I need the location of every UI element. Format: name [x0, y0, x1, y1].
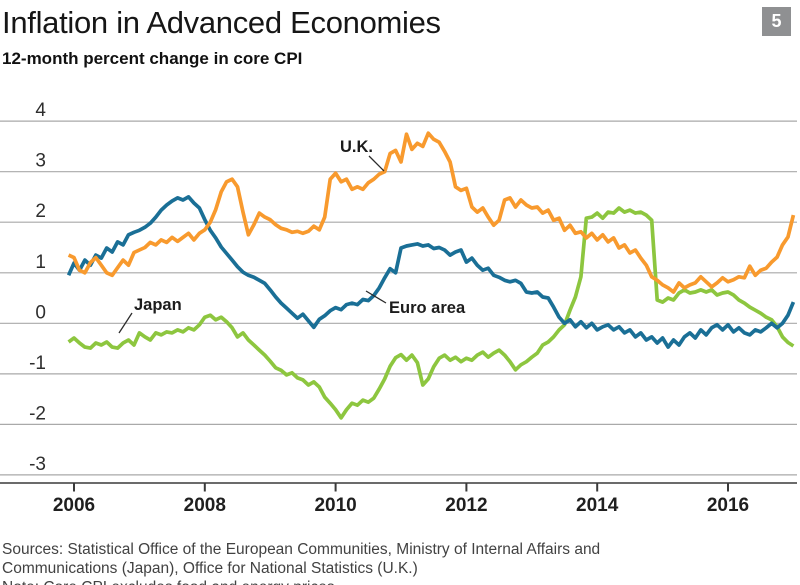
- x-tick-label: 2012: [445, 495, 487, 516]
- series-label: U.K.: [340, 138, 373, 156]
- u-k-line: [67, 131, 796, 294]
- sources-line-2: Communications (Japan), Office for Natio…: [2, 559, 418, 577]
- x-tick-label: 2008: [184, 495, 226, 516]
- sources-line-3-clipped: Note: Core CPI excludes food and energy …: [2, 579, 702, 585]
- series-annotations: U.K. Euro area Japan: [118, 138, 466, 334]
- y-tick-label: 0: [35, 302, 46, 323]
- y-tick-label: -1: [29, 353, 46, 374]
- y-tick-label: 4: [35, 100, 46, 121]
- gridlines: [0, 120, 797, 476]
- x-tick-label: 2010: [314, 495, 356, 516]
- y-tick-label: -2: [29, 403, 46, 424]
- sources-line-1: Sources: Statistical Office of the Europ…: [2, 541, 601, 558]
- y-tick-label: 2: [35, 201, 46, 222]
- series-label: Japan: [134, 296, 182, 314]
- annotation-pointer: [118, 312, 133, 334]
- euro-area-line: [66, 195, 796, 349]
- x-axis: 2006 2008 2010 2012 2014 2016: [0, 482, 797, 516]
- x-tick-label: 2014: [576, 495, 619, 516]
- series-lines: [66, 131, 796, 420]
- y-axis-labels: 4 3 2 1 0 -1 -2 -3: [29, 100, 46, 475]
- x-tick-label: 2016: [707, 495, 749, 516]
- x-tick-label: 2006: [53, 495, 95, 516]
- japan-line: [67, 206, 795, 420]
- sources-text: Sources: Statistical Office of the Europ…: [2, 541, 702, 585]
- annotation-pointer: [365, 290, 387, 304]
- figure-number-badge: 5: [762, 7, 791, 36]
- y-tick-label: 1: [35, 252, 46, 273]
- y-tick-label: 3: [35, 151, 46, 172]
- page-title: Inflation in Advanced Economies: [2, 5, 441, 40]
- annotation-pointer: [368, 155, 385, 172]
- y-tick-label: -3: [29, 454, 46, 475]
- series-label: Euro area: [389, 299, 466, 317]
- chart-subtitle: 12-month percent change in core CPI: [2, 49, 303, 68]
